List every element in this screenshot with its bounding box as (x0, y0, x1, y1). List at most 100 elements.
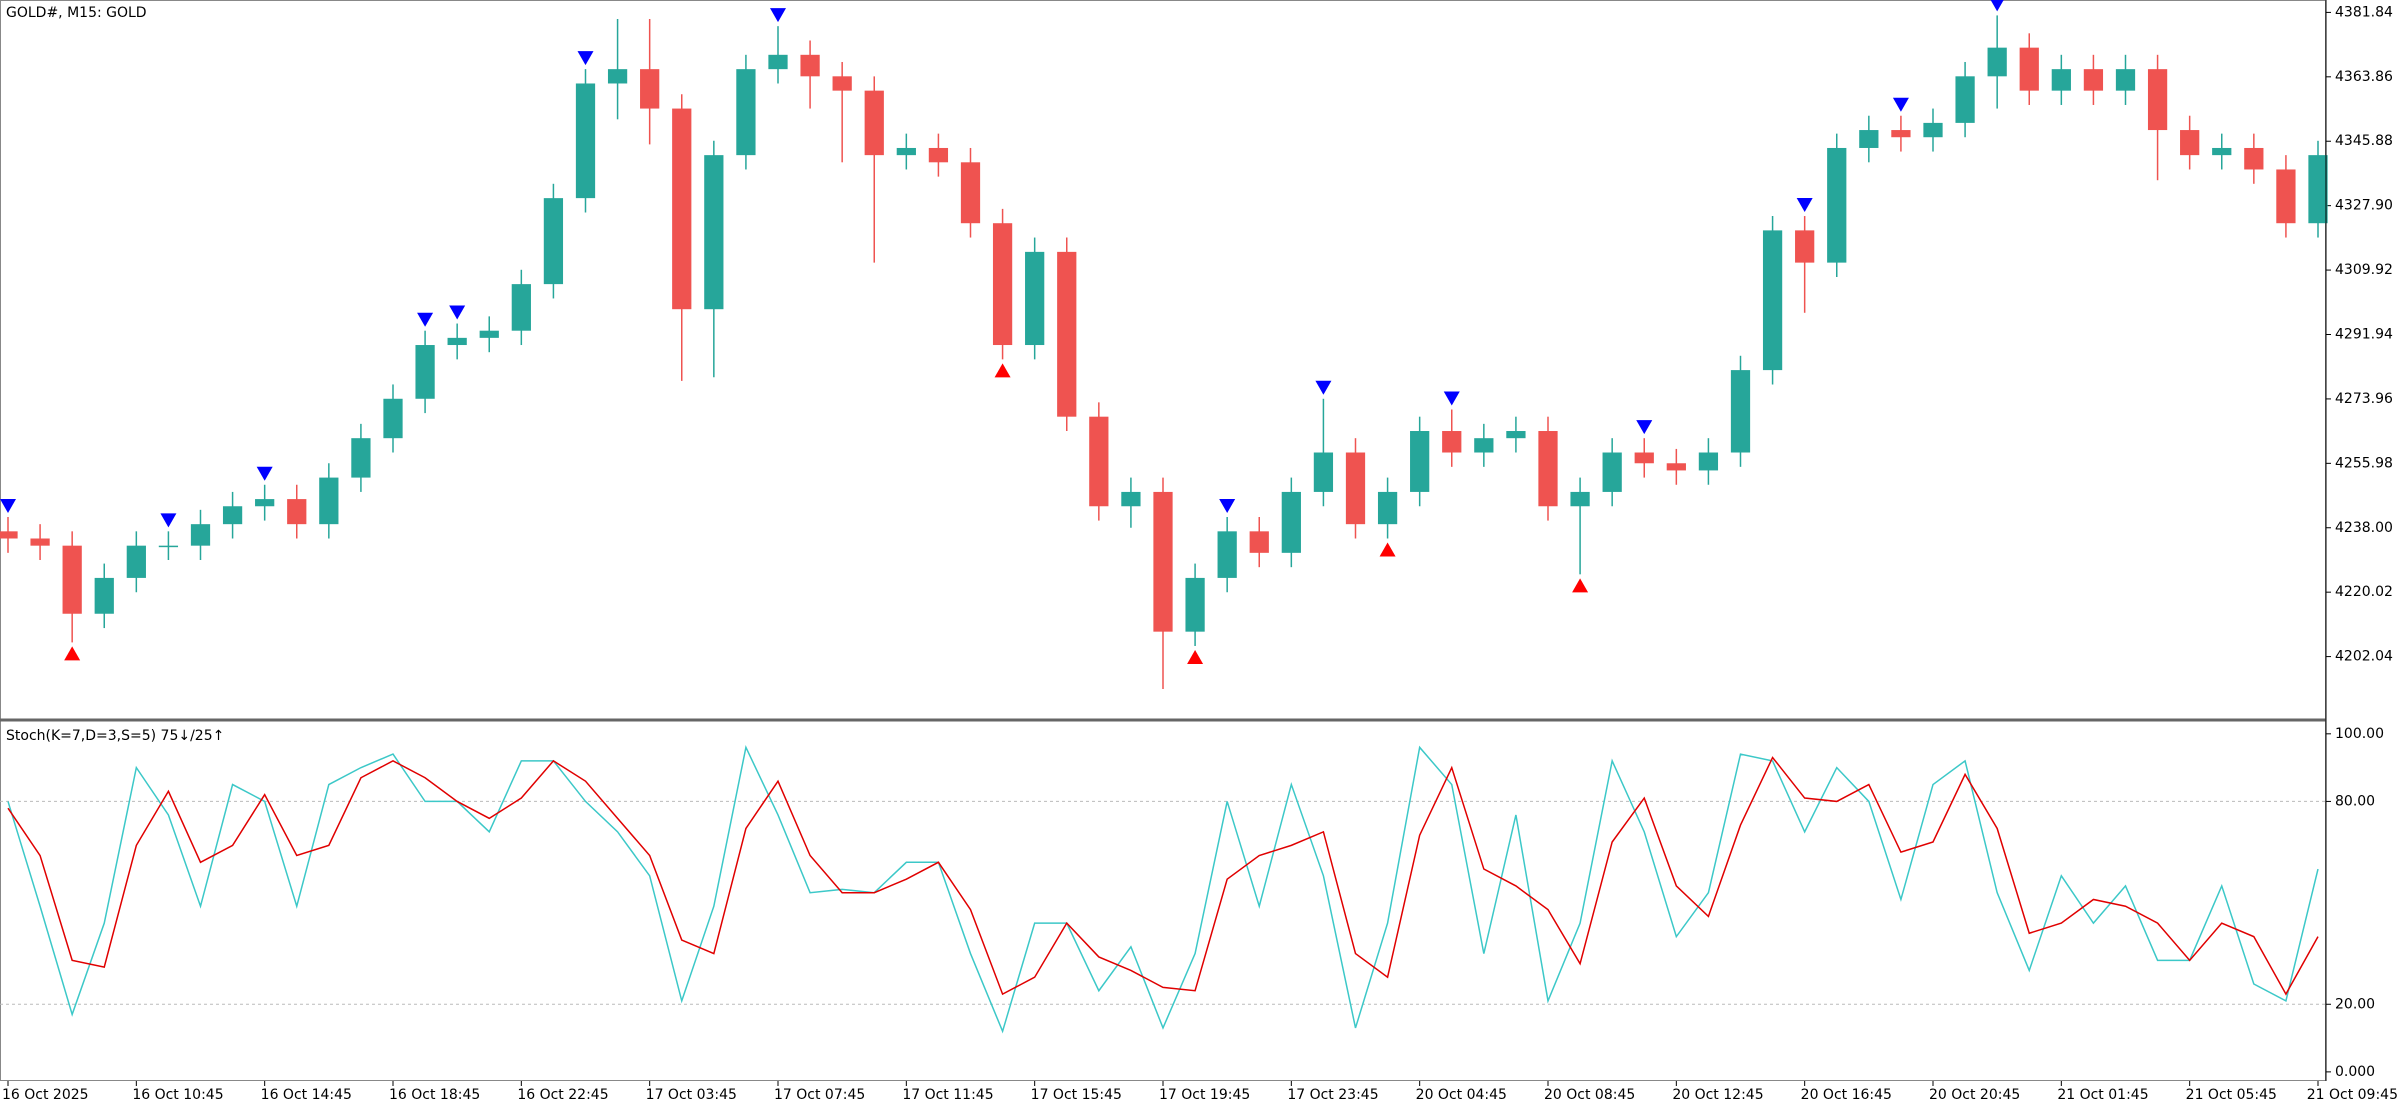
stoch-line (7, 756, 2319, 996)
candle-body (62, 545, 82, 614)
y-tick-label: 4291.94 (2335, 326, 2393, 342)
candle-body (2115, 69, 2136, 91)
candle-body (1281, 491, 1301, 553)
x-tick-label: 21 Oct 05:45 (2186, 1087, 2277, 1103)
x-tick-label: 20 Oct 08:45 (1544, 1087, 1635, 1103)
sell-signal (449, 305, 466, 320)
candle-body (479, 330, 499, 338)
candle-body (2180, 130, 2200, 156)
sell-signal (1636, 420, 1653, 435)
buy-signal (1379, 542, 1396, 557)
candle-body (1153, 491, 1173, 632)
buy-signal (994, 363, 1011, 378)
sell-signal (1796, 198, 1813, 213)
candle-body (2147, 69, 2168, 131)
y-tick-label: 80.00 (2335, 793, 2375, 809)
y-tick-label: 4255.98 (2335, 455, 2393, 471)
y-tick-label: 4327.90 (2335, 198, 2393, 214)
candle-body (1313, 452, 1334, 492)
candle-body (1121, 491, 1141, 507)
stoch-line (7, 744, 2319, 1034)
sell-signal (1315, 380, 1332, 395)
candle-body (1795, 230, 1815, 263)
x-tick-label: 17 Oct 19:45 (1159, 1087, 1250, 1103)
candle-body (1442, 431, 1462, 453)
sell-signal (256, 466, 273, 481)
x-tick-label: 17 Oct 03:45 (646, 1087, 737, 1103)
candle-body (319, 477, 339, 525)
x-tick-label: 16 Oct 10:45 (132, 1087, 223, 1103)
candle-body (1025, 251, 1045, 346)
x-tick-label: 20 Oct 04:45 (1416, 1087, 1507, 1103)
candle-body (1923, 122, 1943, 138)
candle-body (832, 76, 852, 91)
candle-body (1634, 452, 1654, 464)
candle-body (1602, 452, 1622, 492)
candle-body (1345, 452, 1366, 525)
candle-body (1474, 438, 1494, 453)
candle-body (1987, 47, 2007, 77)
candle-body (1955, 76, 1975, 123)
candle-body (2308, 155, 2328, 224)
buy-signal (64, 646, 81, 661)
candle-body (1057, 251, 1077, 417)
sell-signal (417, 312, 434, 327)
candle-body (1506, 431, 1526, 439)
y-tick-label: 4363.86 (2335, 69, 2393, 85)
y-tick-label: 4381.84 (2335, 4, 2393, 20)
x-tick-label: 17 Oct 15:45 (1031, 1087, 1122, 1103)
candle-body (1410, 431, 1430, 492)
candle-body (1217, 531, 1237, 578)
candle-body (736, 69, 756, 156)
buy-signal (1187, 649, 1204, 664)
candle-body (543, 198, 564, 285)
candle-body (896, 147, 916, 156)
candle-body (158, 545, 179, 548)
candle-body (2244, 147, 2264, 170)
candle-body (30, 538, 50, 546)
x-tick-label: 16 Oct 2025 (2, 1087, 89, 1103)
candle-body (1762, 230, 1783, 371)
candle-body (287, 499, 307, 525)
candle-body (447, 337, 467, 346)
candle-body (800, 54, 820, 77)
x-tick-label: 21 Oct 01:45 (2057, 1087, 2148, 1103)
x-tick-label: 17 Oct 07:45 (774, 1087, 865, 1103)
y-tick-label: 100.00 (2335, 726, 2384, 742)
candle-body (704, 155, 724, 310)
candle-body (1666, 463, 1686, 471)
chart-title: GOLD#, M15: GOLD (6, 5, 147, 21)
candle-body (2083, 69, 2104, 91)
candle-body (672, 108, 692, 310)
candle-body (126, 545, 146, 578)
y-tick-label: 4202.04 (2335, 649, 2393, 665)
candle-body (94, 577, 114, 614)
y-tick-label: 4309.92 (2335, 262, 2393, 278)
buy-signal (1572, 578, 1589, 593)
x-tick-label: 20 Oct 16:45 (1801, 1087, 1892, 1103)
sell-signal (0, 499, 16, 514)
sell-signal (577, 51, 594, 66)
candle-body (2276, 169, 2296, 224)
candle-body (415, 345, 435, 399)
candle-body (1730, 370, 1751, 453)
y-tick-label: 0.000 (2335, 1064, 2375, 1080)
candle-body (0, 531, 18, 539)
candle-body (1089, 416, 1109, 507)
indicator-title: Stoch(K=7,D=3,S=5) 75↓/25↑ (6, 728, 224, 744)
x-tick-label: 20 Oct 12:45 (1672, 1087, 1763, 1103)
y-tick-label: 4220.02 (2335, 584, 2393, 600)
x-tick-label: 21 Oct 09:45 (2307, 1087, 2398, 1103)
candle-body (992, 223, 1013, 346)
candle-body (511, 284, 531, 331)
candle-body (1538, 431, 1558, 507)
candle-body (1570, 491, 1590, 507)
candle-body (1891, 130, 1911, 138)
candle-body (640, 69, 660, 109)
x-tick-label: 20 Oct 20:45 (1929, 1087, 2020, 1103)
candle-body (2212, 147, 2232, 156)
sell-signal (1219, 499, 1236, 514)
candle-body (607, 69, 628, 84)
